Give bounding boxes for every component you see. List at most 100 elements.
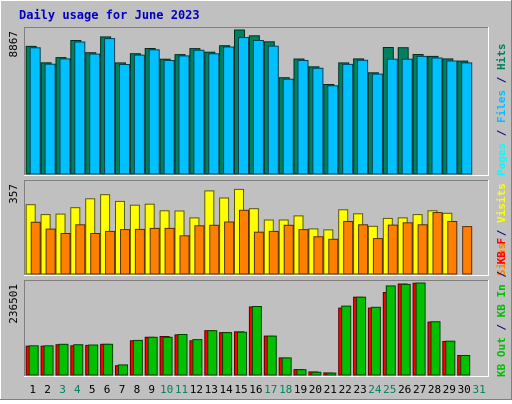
hits-bar-files bbox=[461, 62, 473, 175]
kb-max-label: 236501 bbox=[7, 284, 20, 324]
kb-bar-kb-in bbox=[118, 364, 128, 376]
chart-panels: 8867 357 236501 Pages / Files / Hits Sites /… bbox=[7, 27, 508, 377]
hits-bar-files bbox=[104, 38, 116, 175]
visits-bar-sites bbox=[120, 229, 130, 275]
visits-bar-sites bbox=[417, 224, 428, 275]
x-axis: 1 2 3 4 5 6 7 8 9 10 11 12 13 14 15 16 17 18 19 20 21 22 23 24 2… bbox=[29, 383, 485, 396]
kb-bar-kb-in bbox=[162, 336, 173, 376]
visits-bar-sites bbox=[239, 209, 249, 275]
x-tick-label: 26 bbox=[398, 383, 411, 396]
x-tick-label: 28 bbox=[428, 383, 441, 396]
legend-visits: Visits bbox=[495, 183, 508, 223]
kb-bar-kb-in bbox=[58, 343, 69, 376]
x-tick-label: 2 bbox=[44, 383, 51, 396]
visits-bar-sites bbox=[328, 238, 339, 275]
legend-kb-in: KB In bbox=[495, 284, 508, 317]
kb-bar-kb-in bbox=[356, 296, 367, 376]
kb-bar-kb-in bbox=[147, 336, 158, 376]
x-tick-label: 29 bbox=[443, 383, 456, 396]
kb-bar-kb-in bbox=[222, 332, 233, 376]
hits-bar-files bbox=[431, 57, 443, 175]
kb-bar-kb-in bbox=[132, 339, 143, 376]
hits-bar-files bbox=[446, 60, 458, 175]
x-tick-label: 21 bbox=[324, 383, 337, 396]
hits-bar-files bbox=[163, 60, 175, 175]
kb-bar-kb-in bbox=[237, 331, 247, 376]
kb-bar-kb-in bbox=[445, 340, 456, 376]
visits-bar-sites bbox=[60, 233, 71, 275]
visits-panel: 357 bbox=[7, 180, 489, 276]
x-tick-label: 10 bbox=[160, 383, 173, 396]
legend-kb-f: KB F bbox=[495, 238, 508, 265]
visits-legend-text: Sites / Visits bbox=[495, 183, 508, 276]
x-tick-label: 22 bbox=[339, 383, 352, 396]
kb-bar-kb-in bbox=[88, 344, 99, 376]
visits-bar-sites bbox=[372, 238, 383, 275]
visits-bar-sites bbox=[209, 224, 220, 275]
x-tick-label: 15 bbox=[234, 383, 247, 396]
hits-bar-files bbox=[178, 55, 190, 175]
visits-bar-sites bbox=[90, 233, 101, 275]
kb-bar-kb-in bbox=[73, 344, 84, 376]
kb-bar-kb-in bbox=[385, 285, 396, 376]
kb-bar-kb-in bbox=[430, 321, 441, 376]
legend-kb-out: KB Out bbox=[495, 337, 508, 377]
hits-bar-files bbox=[193, 49, 205, 175]
hits-bar-files bbox=[386, 58, 398, 175]
kb-bar-kb-in bbox=[415, 282, 426, 376]
hits-legend-text: Pages / Files / Hits bbox=[495, 44, 508, 177]
visits-bar-sites bbox=[358, 224, 369, 275]
hits-panel: 8867 bbox=[7, 27, 489, 176]
x-tick-label: 27 bbox=[413, 383, 426, 396]
hits-max-label: 8867 bbox=[7, 31, 20, 58]
visits-bar-sites bbox=[149, 227, 160, 275]
x-tick-label: 9 bbox=[148, 383, 155, 396]
x-tick-label: 20 bbox=[309, 383, 322, 396]
kb-bar-kb-in bbox=[370, 306, 381, 376]
visits-bar-sites bbox=[313, 236, 324, 275]
kb-bar-kb-in bbox=[177, 334, 188, 376]
visits-bar-sites bbox=[224, 221, 235, 275]
hits-bar-files bbox=[148, 49, 160, 175]
visits-bar-sites bbox=[283, 224, 294, 275]
kb-bar-kb-in bbox=[296, 369, 307, 376]
x-tick-label: 11 bbox=[175, 383, 188, 396]
x-tick-label: 24 bbox=[368, 383, 382, 396]
kb-bar-kb-in bbox=[460, 355, 471, 376]
visits-max-label: 357 bbox=[7, 184, 20, 204]
hits-bar-files bbox=[238, 37, 249, 175]
legend-pages: Pages bbox=[495, 143, 508, 176]
visits-bar-sites bbox=[45, 228, 56, 275]
hits-bar-files bbox=[29, 47, 41, 175]
visits-bar-sites bbox=[30, 221, 41, 275]
hits-bar-files bbox=[208, 53, 220, 175]
x-tick-label: 14 bbox=[219, 383, 233, 396]
x-tick-label: 18 bbox=[279, 383, 292, 396]
x-tick-label: 8 bbox=[134, 383, 141, 396]
x-tick-label: 4 bbox=[74, 383, 81, 396]
x-tick-label: 7 bbox=[119, 383, 126, 396]
visits-bar-sites bbox=[298, 229, 309, 275]
visits-bar-sites bbox=[164, 227, 175, 275]
kb-bar-kb-in bbox=[326, 372, 337, 376]
x-tick-label: 30 bbox=[458, 383, 471, 396]
hits-bar-files bbox=[401, 58, 413, 175]
visits-bar-sites bbox=[402, 222, 413, 275]
hits-bar-files bbox=[342, 63, 354, 175]
visits-bar-sites bbox=[134, 228, 145, 275]
x-tick-label: 19 bbox=[294, 383, 307, 396]
kb-bar-kb-in bbox=[341, 305, 352, 376]
legend-sites: Sites bbox=[495, 243, 508, 276]
kb-bar-kb-in bbox=[266, 335, 277, 376]
x-tick-label: 17 bbox=[264, 383, 277, 396]
visits-bar-sites bbox=[75, 224, 86, 275]
visits-bar-sites bbox=[105, 230, 116, 275]
visits-bar-sites bbox=[268, 230, 279, 275]
x-tick-label: 13 bbox=[205, 383, 218, 396]
visits-bar-sites bbox=[253, 231, 264, 275]
kb-bar-kb-in bbox=[192, 339, 203, 376]
chart-title: Daily usage for June 2023 bbox=[19, 8, 200, 22]
visits-bar-sites bbox=[387, 224, 398, 275]
kb-legend-text: KB Out / KB In / KB F bbox=[495, 238, 508, 377]
